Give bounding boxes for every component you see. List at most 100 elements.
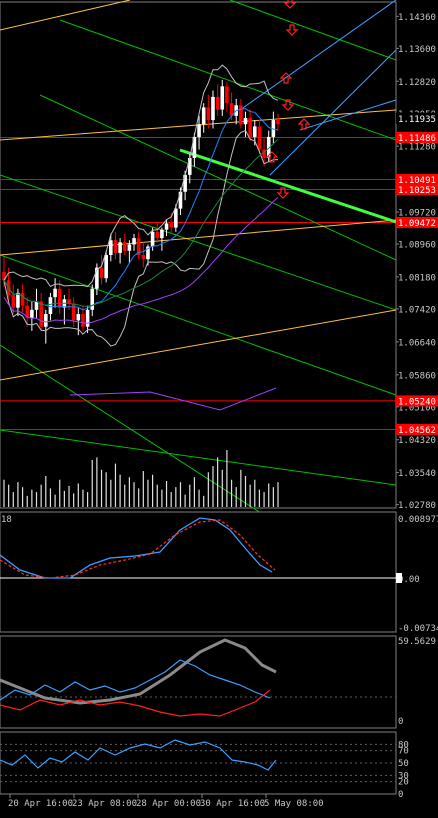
candle-body bbox=[57, 288, 62, 308]
adx-line bbox=[0, 638, 277, 705]
candle-body bbox=[262, 149, 266, 159]
candle-body bbox=[99, 267, 104, 279]
candle-body bbox=[132, 238, 136, 245]
candle-body bbox=[276, 120, 280, 125]
candle-body bbox=[164, 223, 169, 230]
rsi-tick-label: 0 bbox=[398, 790, 403, 800]
fan-line bbox=[269, 49, 397, 176]
price-level-label: 1.10491 bbox=[398, 176, 436, 186]
macd-plot-frame bbox=[0, 511, 397, 633]
macd-zero-marker bbox=[396, 573, 402, 583]
bollinger-upper bbox=[3, 64, 279, 288]
candle-body bbox=[150, 231, 155, 247]
candle-body bbox=[95, 267, 99, 289]
fan-line bbox=[0, 174, 397, 311]
arrow-down-icon bbox=[283, 0, 297, 9]
candle-body bbox=[266, 136, 271, 159]
fan-line bbox=[0, 309, 397, 381]
arrow-down-icon bbox=[276, 187, 290, 199]
candle-body bbox=[271, 120, 276, 137]
fan-line bbox=[299, 99, 397, 131]
rsi-tick-label: 70 bbox=[398, 747, 409, 757]
time-tick-label: 30 Apr 16:00 bbox=[200, 799, 265, 809]
candle-body bbox=[211, 96, 215, 121]
bollinger-lower bbox=[3, 129, 279, 347]
price-level-badge bbox=[396, 132, 438, 144]
candle-body bbox=[257, 126, 262, 150]
fan-line bbox=[0, 219, 397, 256]
main-plot-frame bbox=[0, 1, 397, 509]
candle-body bbox=[16, 292, 20, 308]
candle-body bbox=[220, 86, 225, 110]
candle-body bbox=[127, 244, 132, 251]
candle-body bbox=[146, 246, 150, 260]
candle-body bbox=[67, 299, 71, 304]
dmi-panel: 59.5629 0 bbox=[0, 635, 436, 729]
candle-body bbox=[225, 86, 229, 104]
price-tick-label: 1.05100 bbox=[398, 403, 436, 413]
candle-body bbox=[197, 124, 201, 137]
price-level-label: 1.04562 bbox=[398, 426, 436, 436]
price-level-badge bbox=[396, 216, 438, 228]
candle-body bbox=[252, 126, 257, 137]
candle-body bbox=[25, 305, 30, 319]
candle-body bbox=[90, 288, 95, 310]
candle-body bbox=[136, 238, 141, 255]
candle-body bbox=[122, 242, 127, 251]
candle-body bbox=[104, 255, 108, 279]
candle-body bbox=[174, 208, 178, 228]
macd-label: 18 bbox=[1, 515, 12, 525]
moving-average-purple bbox=[3, 196, 279, 324]
candle-body bbox=[118, 242, 122, 253]
fan-line bbox=[0, 0, 131, 31]
price-tick-label: 1.03540 bbox=[398, 469, 436, 479]
candle-body bbox=[30, 309, 34, 319]
candle-body bbox=[48, 297, 53, 315]
price-tick-label: 1.06640 bbox=[398, 338, 436, 348]
candle-body bbox=[34, 301, 39, 310]
time-tick-label: 20 Apr 16:00 bbox=[8, 799, 73, 809]
candle-body bbox=[201, 107, 206, 125]
arrow-down-icon bbox=[281, 99, 295, 111]
price-tick-label: 1.04320 bbox=[398, 436, 436, 446]
candle-body bbox=[113, 240, 118, 253]
lower-band-purple bbox=[69, 387, 277, 411]
candle-body bbox=[243, 117, 248, 125]
rsi-tick-label: 80 bbox=[398, 740, 409, 750]
dmi-tick-label: 59.5629 bbox=[398, 637, 436, 647]
candle-body bbox=[178, 191, 183, 209]
dmi-plot-frame bbox=[0, 635, 397, 729]
candle-body bbox=[192, 136, 197, 159]
candle-body bbox=[187, 158, 192, 175]
price-level-badge bbox=[396, 184, 438, 196]
price-tick-label: 1.09720 bbox=[398, 208, 436, 218]
price-level-badge bbox=[396, 173, 438, 185]
candle-body bbox=[81, 314, 85, 327]
price-level-label: 1.10253 bbox=[398, 186, 436, 196]
price-tick-label: 1.02780 bbox=[398, 501, 436, 511]
price-level-label: 1.11486 bbox=[398, 134, 436, 144]
macd-tick-label: -0.007347 bbox=[398, 624, 438, 634]
moving-average-blue bbox=[3, 108, 279, 311]
candle-body bbox=[39, 301, 43, 327]
candle-body bbox=[76, 314, 81, 321]
fan-line bbox=[39, 94, 397, 261]
fan-line bbox=[239, 0, 397, 111]
rsi-tick-label: 50 bbox=[398, 759, 409, 769]
time-tick-label: 5 May 08:00 bbox=[264, 799, 324, 809]
time-tick-label: 28 Apr 00:00 bbox=[136, 799, 201, 809]
candle-body bbox=[248, 117, 252, 137]
price-level-badge bbox=[396, 395, 438, 407]
candle-body bbox=[85, 309, 90, 327]
minus-di-line bbox=[0, 689, 271, 717]
macd-tick-label: 0.008977 bbox=[398, 515, 438, 525]
dmi-tick-label: 0 bbox=[398, 717, 403, 727]
rsi-tick-label: 20 bbox=[398, 778, 409, 788]
candle-body bbox=[239, 105, 243, 125]
fan-line bbox=[0, 254, 397, 396]
candle-body bbox=[2, 271, 6, 281]
price-level-badge bbox=[396, 423, 438, 435]
macd-panel: 18 0.008977 0.00 -0.007347 bbox=[0, 511, 438, 634]
price-tick-label: 1.05860 bbox=[398, 371, 436, 381]
